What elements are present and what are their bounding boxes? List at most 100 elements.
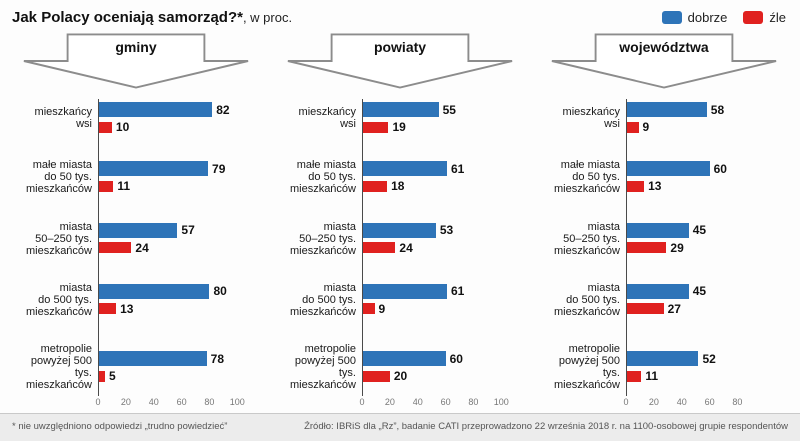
bar-group: małe miasta do 50 tys. mieszkańców 61 18 [276,156,524,198]
bar-line: 19 [362,120,501,134]
bar-pair: 60 20 [362,351,524,383]
title-suffix: , w proc. [242,10,293,25]
axis-tick: 40 [148,397,159,407]
title-wrap: Jak Polacy oceniają samorząd?*, w proc. [12,9,292,27]
bar-line: 60 [626,161,765,177]
bar-zle [98,303,117,315]
bar-zle [98,242,132,253]
bar-value: 29 [670,240,684,255]
bar-dobrze [98,351,207,366]
bar-pair: 82 10 [98,102,260,134]
bar-value: 80 [213,284,227,299]
bar-group: metropolie powyżej 500 tys. mieszkańców 6… [276,340,524,394]
bar-group: metropolie powyżej 500 tys. mieszkańców 7… [12,340,260,394]
bar-dobrze [626,222,689,238]
axis-tick: 40 [412,397,423,407]
chart-panels: gminy mieszkańcy wsi 82 10 małe miasta do 50… [0,29,800,413]
bar-value: 45 [692,284,707,299]
bar-group: mieszkańcy wsi 55 19 [276,99,524,137]
bar-group: mieszkańcy wsi 82 10 [12,99,260,137]
bar-line: 11 [98,179,237,193]
bar-value: 60 [449,351,463,366]
bar-pair: 52 11 [626,351,788,383]
panel-arrow-header: powiaty [286,33,514,89]
bar-zle [362,242,396,253]
arrow-down-icon [551,33,777,89]
axis-tick: 60 [704,397,715,407]
bar-line: 78 [98,351,237,366]
bar-dobrze [362,283,447,299]
bar-line: 11 [626,369,765,383]
bar-line: 24 [98,241,237,255]
axis-tick: 20 [384,397,395,407]
bar-line: 13 [98,302,237,316]
bar-line: 24 [362,241,501,255]
bar-pair: 45 27 [626,283,788,316]
bar-line: 53 [362,222,501,238]
bar-pair: 61 9 [362,283,524,316]
bar-value: 13 [648,179,662,194]
legend-label-dobrze: dobrze [687,10,728,25]
category-label: metropolie powyżej 500 tys. mieszkańców [25,343,92,391]
bar-line: 80 [98,283,237,299]
bar-zle [626,180,645,192]
arrow-down-icon [287,33,513,89]
footnote: * nie uwzględniono odpowiedzi „trudno po… [12,421,228,432]
bar-line: 9 [626,120,765,134]
bar-pair: 61 18 [362,161,524,193]
arrow-down-icon [23,33,249,89]
bar-line: 61 [362,161,501,177]
bar-value: 9 [378,301,386,316]
axis-baseline [98,99,99,396]
axis-scale: 0 20 40 60 80 [623,396,765,411]
bar-value: 58 [710,102,725,117]
bar-group: małe miasta do 50 tys. mieszkańców 60 13 [540,156,788,198]
bar-pair: 80 13 [98,283,260,316]
bar-value: 5 [108,369,116,383]
category-label: małe miasta do 50 tys. mieszkańców [289,159,356,196]
panel-arrow-header: gminy [22,33,250,89]
category-label: miasta 50–250 tys. mieszkańców [553,220,620,257]
bar-line: 79 [98,161,237,177]
axis-tick: 60 [176,397,187,407]
bar-line: 5 [98,369,237,383]
axis-tick: 100 [493,397,509,407]
bar-value: 24 [135,240,149,255]
bar-group: mieszkańcy wsi 58 9 [540,99,788,137]
bar-dobrze [626,351,699,366]
axis-tick: 80 [468,397,479,407]
axis-tick: 40 [676,397,687,407]
bar-value: 11 [645,369,658,383]
bar-line: 45 [626,283,765,299]
bar-group: miasta do 500 tys. mieszkańców 61 9 [276,279,524,321]
x-axis: 0 20 40 60 80 100 [276,396,524,411]
bar-value: 9 [642,120,650,134]
category-label: małe miasta do 50 tys. mieszkańców [25,159,92,196]
category-label: metropolie powyżej 500 tys. mieszkańców [289,343,356,391]
legend: dobrze źle [661,9,786,25]
bar-value: 60 [713,161,727,176]
bar-pair: 45 29 [626,222,788,255]
legend-swatch-zle [743,11,764,24]
axis-scale: 0 20 40 60 80 100 [359,396,508,411]
axis-baseline [626,99,627,396]
bar-value: 52 [702,351,716,366]
axis-tick: 0 [359,397,365,407]
bar-group: miasta 50–250 tys. mieszkańców 57 24 [12,218,260,260]
bar-pair: 78 5 [98,351,260,383]
bar-dobrze [98,102,213,117]
bar-value: 79 [212,161,226,176]
bar-zle [626,121,639,133]
bar-pair: 58 9 [626,102,788,134]
panel-powiaty: powiaty mieszkańcy wsi 55 19 małe miasta do … [276,31,524,411]
bar-dobrze [98,283,210,299]
source-note: Źródło: IBRiS dla „Rz”, badanie CATI prz… [304,421,788,432]
bar-line: 61 [362,283,501,299]
legend-label-zle: źle [769,10,786,25]
axis-baseline [362,99,363,396]
legend-item-dobrze: dobrze [661,10,728,25]
category-label: miasta do 500 tys. mieszkańców [289,281,356,318]
bar-value: 61 [450,284,465,299]
legend-item-zle: źle [743,10,786,25]
